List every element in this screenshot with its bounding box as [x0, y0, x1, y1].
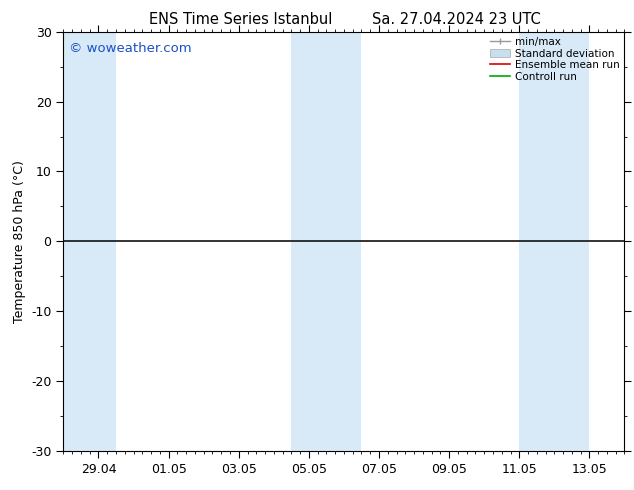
Bar: [519, 32, 590, 451]
Text: Sa. 27.04.2024 23 UTC: Sa. 27.04.2024 23 UTC: [372, 12, 541, 27]
Text: ENS Time Series Istanbul: ENS Time Series Istanbul: [149, 12, 333, 27]
Legend: min/max, Standard deviation, Ensemble mean run, Controll run: min/max, Standard deviation, Ensemble me…: [488, 35, 621, 84]
Y-axis label: Temperature 850 hPa (°C): Temperature 850 hPa (°C): [13, 160, 25, 323]
Bar: [63, 32, 116, 451]
Bar: [292, 32, 361, 451]
Text: © woweather.com: © woweather.com: [69, 42, 191, 55]
